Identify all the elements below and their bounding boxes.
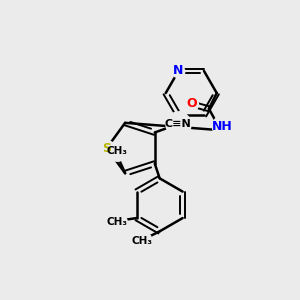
Text: S: S xyxy=(102,142,111,154)
Text: CH₃: CH₃ xyxy=(131,236,152,246)
Text: CH₃: CH₃ xyxy=(106,217,128,227)
Text: O: O xyxy=(186,98,196,110)
Text: C≡N: C≡N xyxy=(165,118,192,129)
Text: NH: NH xyxy=(212,120,233,133)
Text: N: N xyxy=(173,64,184,77)
Text: CH₃: CH₃ xyxy=(107,146,128,156)
